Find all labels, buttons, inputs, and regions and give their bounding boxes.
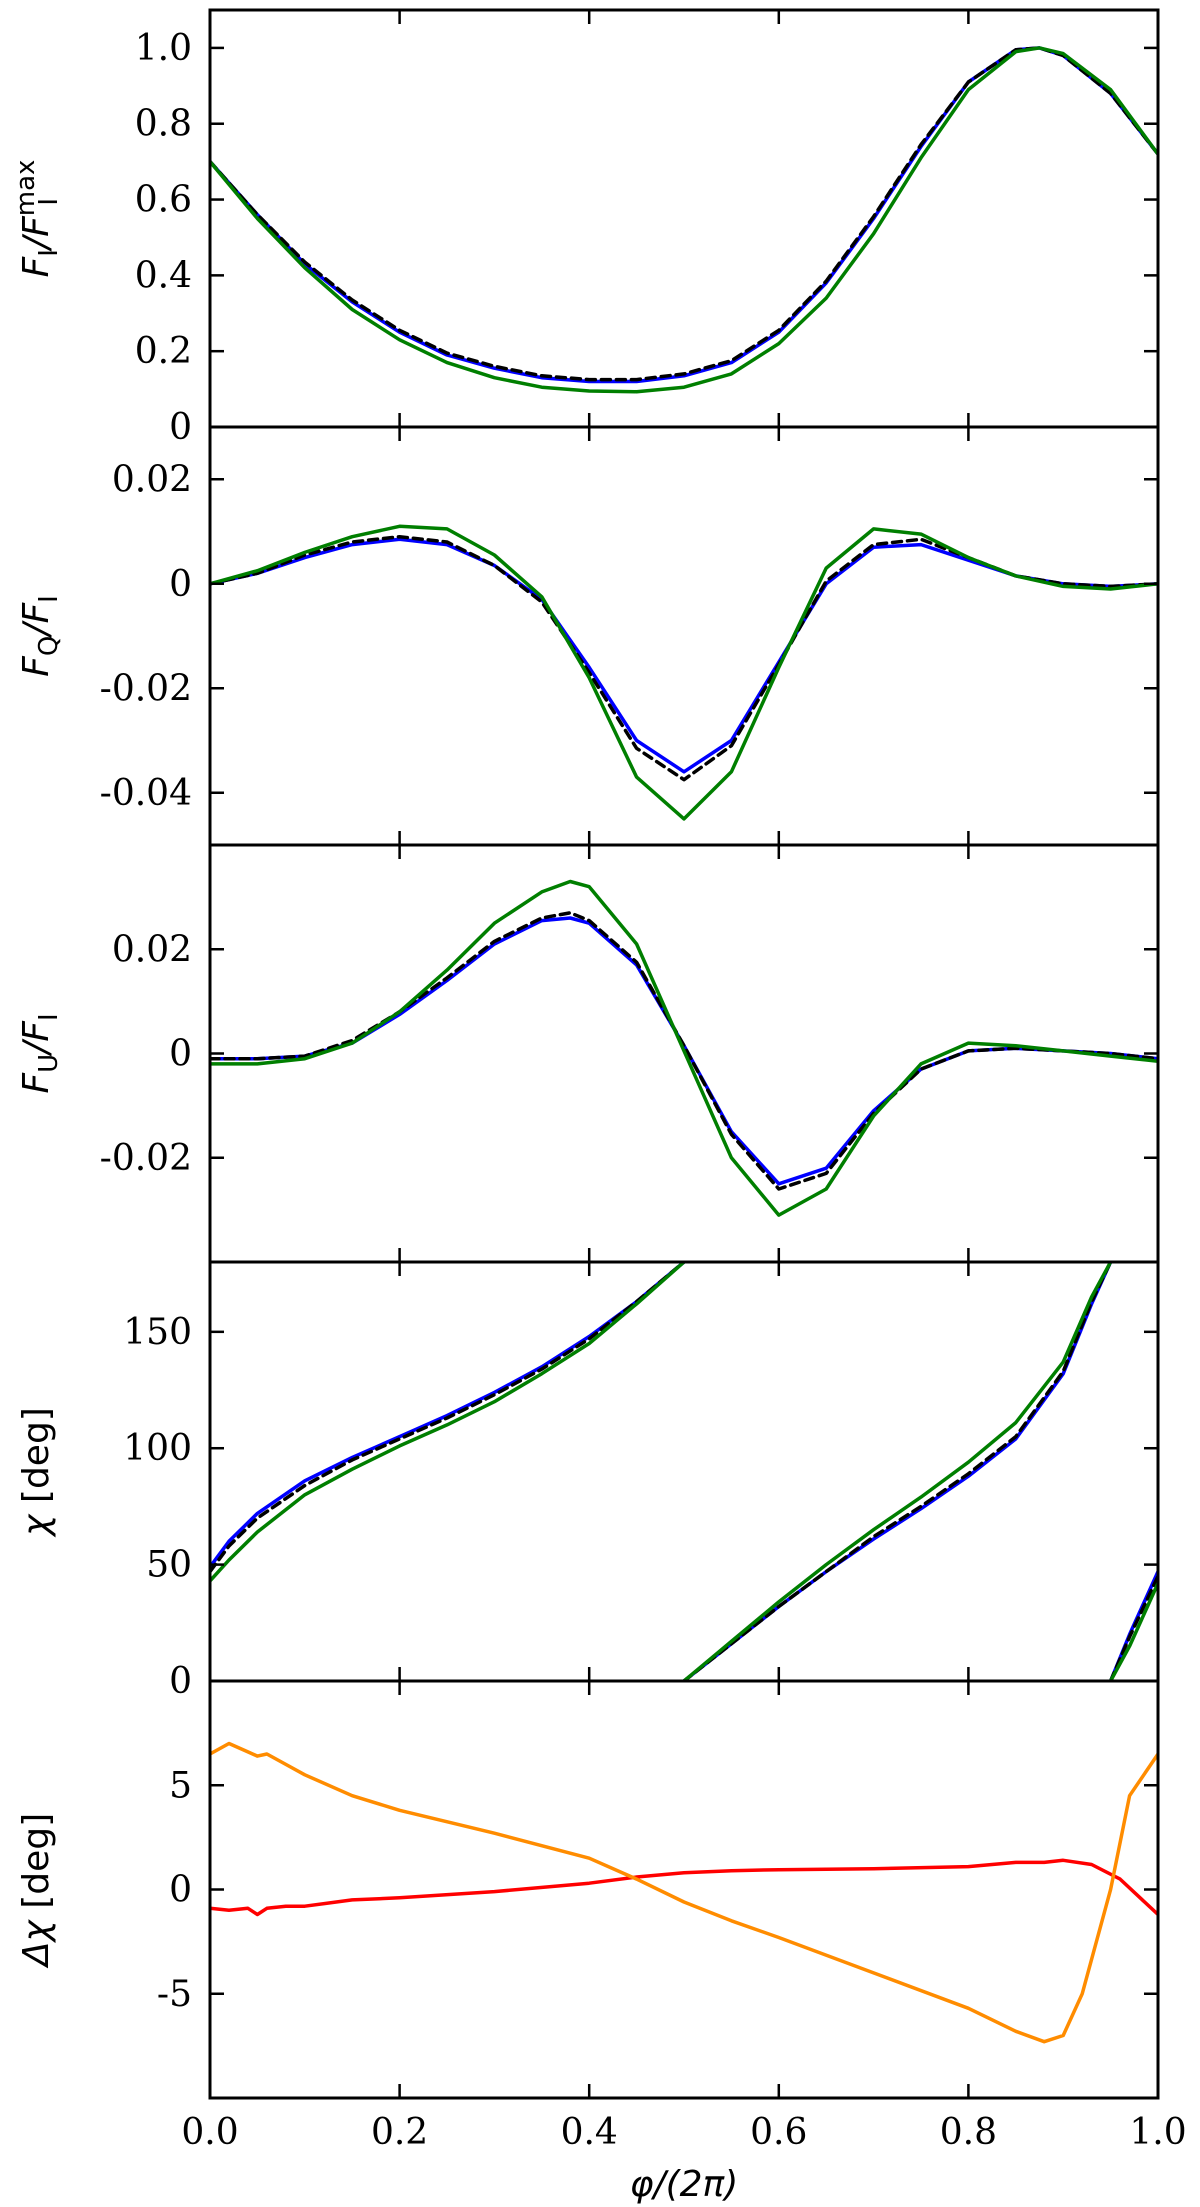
- xtick-label: 1.0: [1129, 2112, 1186, 2153]
- flux-ytick-label: 1.0: [135, 28, 192, 69]
- flux-ytick-label: 0: [169, 407, 192, 448]
- stokes-u-series-group: [210, 879, 1158, 1217]
- panel-flux: 0 0.2 0.4 0.6 0.8 1.0 FI/FmaxI: [11, 8, 1160, 448]
- pol-angle-series-0-line-seg0: [210, 1262, 686, 1569]
- stokes-u-series-2-line: [210, 879, 1158, 1217]
- delta-angle-series-1-line: [210, 1741, 1158, 2044]
- xtick-label: 0.8: [940, 2112, 997, 2153]
- pol-angle-series-group: [210, 1262, 1158, 1681]
- pol-angle-ytick-label: 150: [123, 1312, 192, 1353]
- pol-angle-ytick-label: 50: [146, 1545, 192, 1586]
- stokes-q-ytick-label: 0: [169, 564, 192, 605]
- flux-frame: [208, 8, 1160, 429]
- pol-angle-series-2-line-seg0: [210, 1262, 686, 1583]
- delta-angle-ytick-label: -5: [157, 1974, 192, 2015]
- pol-angle-frame: [208, 1260, 1160, 1683]
- pol-angle-ytick-label: 0: [169, 1661, 192, 1702]
- stokes-q-series-1-line: [210, 534, 1158, 782]
- x-axis-label: φ/(2π): [630, 2164, 739, 2205]
- stokes-q-ytick-label: 0.02: [112, 459, 192, 500]
- stokes-q-series-2-line: [210, 524, 1158, 821]
- pol-angle-series-0-line-seg1: [682, 1262, 1113, 1681]
- pol-angle-series-2-line-seg1: [682, 1262, 1113, 1681]
- stokes-q-ytick-label: -0.04: [100, 773, 192, 814]
- stokes-q-series-group: [210, 524, 1158, 821]
- pol-angle-series-1-line-seg1: [682, 1262, 1113, 1681]
- xtick-label: 0.0: [181, 2112, 238, 2153]
- delta-angle-ytick-label: 5: [169, 1765, 192, 1806]
- panels-layer: 0 0.2 0.4 0.6 0.8 1.0 FI/FmaxI -0.04 -0.02 0 0.02 F…: [11, 8, 1160, 2100]
- stokes-u-ytick-label: 0: [169, 1034, 192, 1075]
- panel-stokes-u: -0.02 0 0.02 FU/FI: [16, 843, 1160, 1264]
- delta-angle-ytick-label: 0: [169, 1870, 192, 1911]
- xtick-label: 0.2: [371, 2112, 428, 2153]
- flux-ytick-label: 0.8: [135, 104, 192, 145]
- flux-ytick-label: 0.2: [135, 331, 192, 372]
- x-tick-labels: 0.0 0.2 0.4 0.6 0.8 1.0: [181, 2112, 1186, 2153]
- flux-ylabel: FI/FmaxI: [11, 160, 64, 278]
- xtick-label: 0.6: [750, 2112, 807, 2153]
- stokes-q-ylabel: FQ/FI: [16, 595, 64, 677]
- flux-series-1-line: [210, 46, 1158, 382]
- flux-ytick-label: 0.6: [135, 180, 192, 221]
- pol-angle-ylabel: χ [deg]: [16, 1407, 57, 1538]
- stokes-q-ytick-label: -0.02: [100, 668, 192, 709]
- stokes-u-ytick-label: -0.02: [100, 1138, 192, 1179]
- pol-angle-series-2-line-seg2: [1108, 1581, 1158, 1681]
- flux-series-group: [210, 46, 1158, 394]
- flux-series-2-line: [210, 46, 1158, 394]
- delta-angle-ylabel: Δχ [deg]: [16, 1813, 57, 1969]
- pol-angle-series-1-line-seg0: [210, 1262, 686, 1574]
- stokes-u-ylabel: FU/FI: [16, 1013, 64, 1093]
- stokes-u-ytick-label: 0.02: [112, 929, 192, 970]
- delta-angle-series-0-line: [210, 1858, 1158, 1917]
- delta-angle-frame: [208, 1679, 1160, 2100]
- flux-ytick-label: 0.4: [135, 255, 192, 296]
- panel-pol-angle: 0 50 100 150 χ [deg]: [16, 1260, 1160, 1702]
- stokes-q-frame: [208, 425, 1160, 847]
- delta-angle-series-group: [210, 1741, 1158, 2044]
- xtick-label: 0.4: [561, 2112, 618, 2153]
- pol-angle-ytick-label: 100: [123, 1428, 192, 1469]
- flux-series-0-line: [210, 46, 1158, 384]
- panel-stokes-q: -0.04 -0.02 0 0.02 FQ/FI: [16, 425, 1160, 847]
- panel-delta-angle: -5 0 5 Δχ [deg]: [16, 1679, 1160, 2100]
